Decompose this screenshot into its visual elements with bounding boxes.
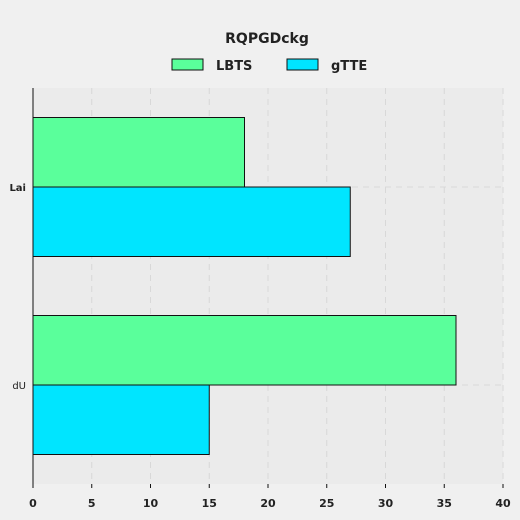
legend-swatch-gTTE xyxy=(286,58,319,71)
y-axis-labels: Lai dU xyxy=(9,183,26,392)
chart-title: RQPGDckg xyxy=(225,31,309,47)
bar-LBTS-Lai xyxy=(32,117,245,188)
x-tick-label-40: 40 xyxy=(495,497,511,510)
x-tick-label-15: 15 xyxy=(202,497,217,510)
x-tick-label-0: 0 xyxy=(29,497,37,510)
bar-LBTS-dU xyxy=(32,315,457,386)
legend: LBTS gTTE xyxy=(171,58,367,74)
bar-gTTE-Lai xyxy=(32,186,351,257)
y-tick-label-Lai: Lai xyxy=(9,183,26,194)
bar-gTTE-dU xyxy=(32,384,210,455)
x-tick-label-30: 30 xyxy=(378,497,394,510)
bars xyxy=(32,117,457,455)
x-axis-ticks: 0 5 10 15 20 25 30 35 40 xyxy=(29,484,511,510)
legend-swatch-LBTS xyxy=(171,58,204,71)
x-tick-label-20: 20 xyxy=(260,497,276,510)
y-tick-label-dU: dU xyxy=(12,381,26,392)
legend-label-LBTS: LBTS xyxy=(216,59,252,74)
x-tick-label-10: 10 xyxy=(143,497,159,510)
x-tick-label-25: 25 xyxy=(319,497,334,510)
x-tick-label-5: 5 xyxy=(88,497,96,510)
x-tick-label-35: 35 xyxy=(437,497,452,510)
legend-label-gTTE: gTTE xyxy=(331,59,367,74)
